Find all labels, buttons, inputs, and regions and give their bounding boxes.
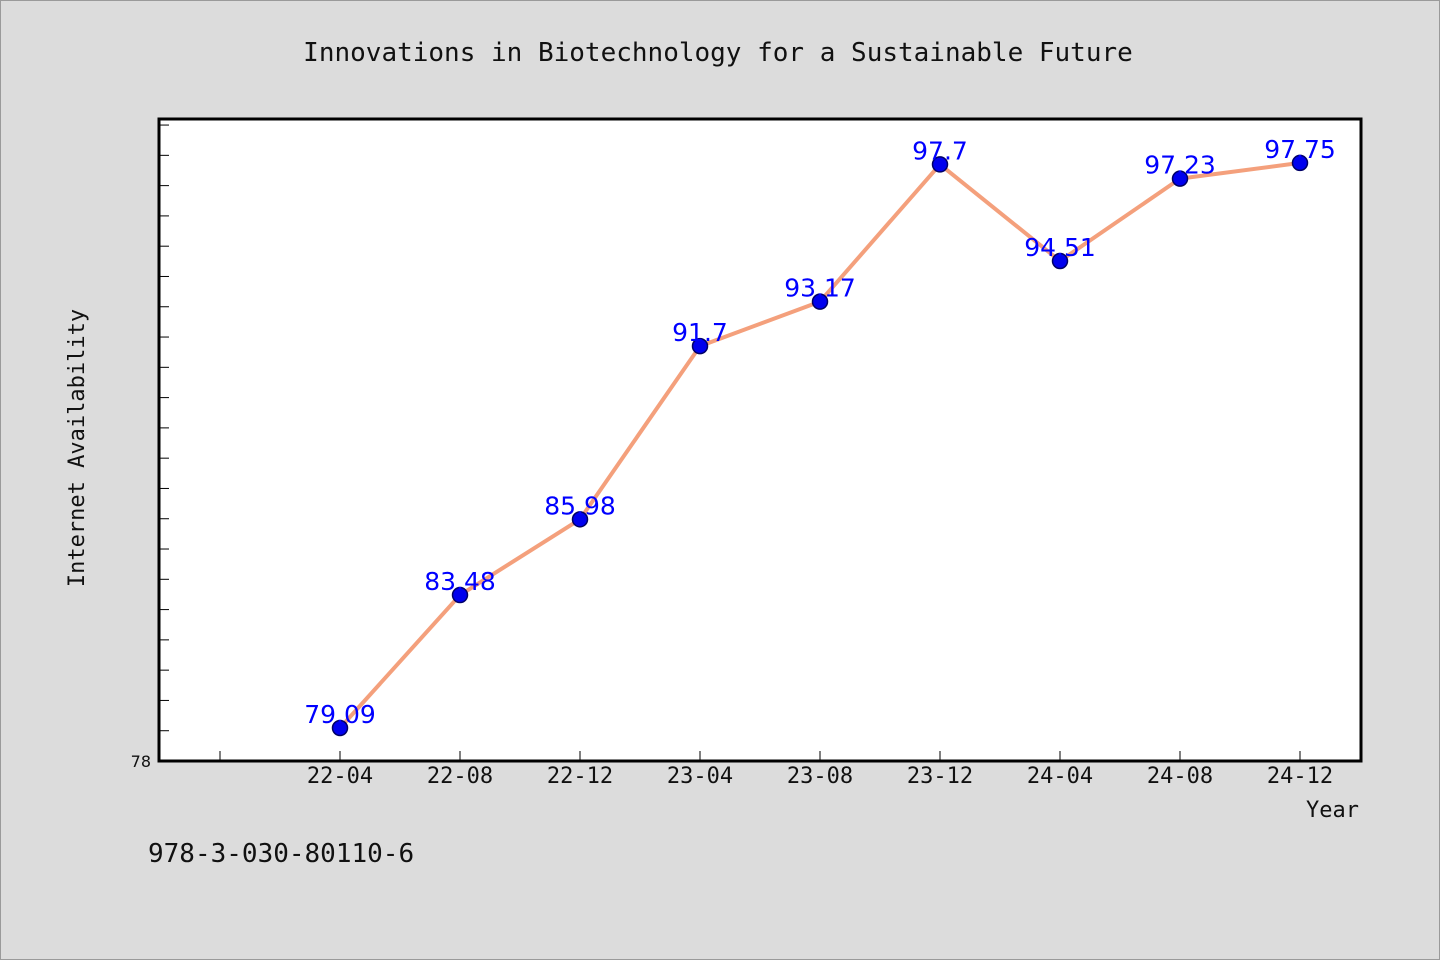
x-tick-label: 24-12 <box>1267 764 1333 789</box>
data-label: 79.09 <box>304 700 376 729</box>
x-tick-label: 22-08 <box>427 764 493 789</box>
data-label: 97.23 <box>1144 151 1216 180</box>
data-label: 94.51 <box>1024 233 1096 262</box>
x-tick-label: 23-08 <box>787 764 853 789</box>
x-tick-label: 22-12 <box>547 764 613 789</box>
data-point <box>1051 252 1069 270</box>
y-axis-ticks: 78 <box>131 124 169 771</box>
x-tick-label: 22-04 <box>307 764 373 789</box>
data-point <box>451 586 469 604</box>
data-point <box>1291 154 1309 172</box>
data-labels: 79.09 83.48 85.98 91.7 93.17 97.7 94.51 97.23 97… <box>304 135 1336 729</box>
y-tick-label: 78 <box>131 752 151 771</box>
data-label: 97.7 <box>912 136 968 165</box>
x-tick-label: 23-12 <box>907 764 973 789</box>
data-point <box>331 719 349 737</box>
data-label: 93.17 <box>784 274 856 303</box>
x-tick-label: 24-04 <box>1027 764 1093 789</box>
data-point <box>811 293 829 310</box>
data-point <box>691 337 709 355</box>
plot-area <box>157 117 1363 763</box>
data-label: 91.7 <box>672 318 728 347</box>
data-point <box>571 511 589 528</box>
isbn-footer: 978-3-030-80110-6 <box>148 839 414 869</box>
x-tick-label: 24-08 <box>1147 764 1213 789</box>
data-label: 83.48 <box>424 567 496 596</box>
x-axis-label: Year <box>1306 798 1359 823</box>
x-tick-label: 23-04 <box>667 764 733 789</box>
data-point <box>931 156 949 173</box>
data-point <box>1171 170 1189 187</box>
data-label: 97.75 <box>1264 135 1336 164</box>
y-axis-label: Internet Availability <box>65 309 90 587</box>
series-markers <box>331 154 1309 737</box>
x-axis-ticks: 22-04 22-08 22-12 23-04 23-08 23-12 24-04 24-08… <box>219 751 1333 789</box>
chart-title: Innovations in Biotechnology for a Susta… <box>303 38 1133 68</box>
data-label: 85.98 <box>544 491 616 520</box>
